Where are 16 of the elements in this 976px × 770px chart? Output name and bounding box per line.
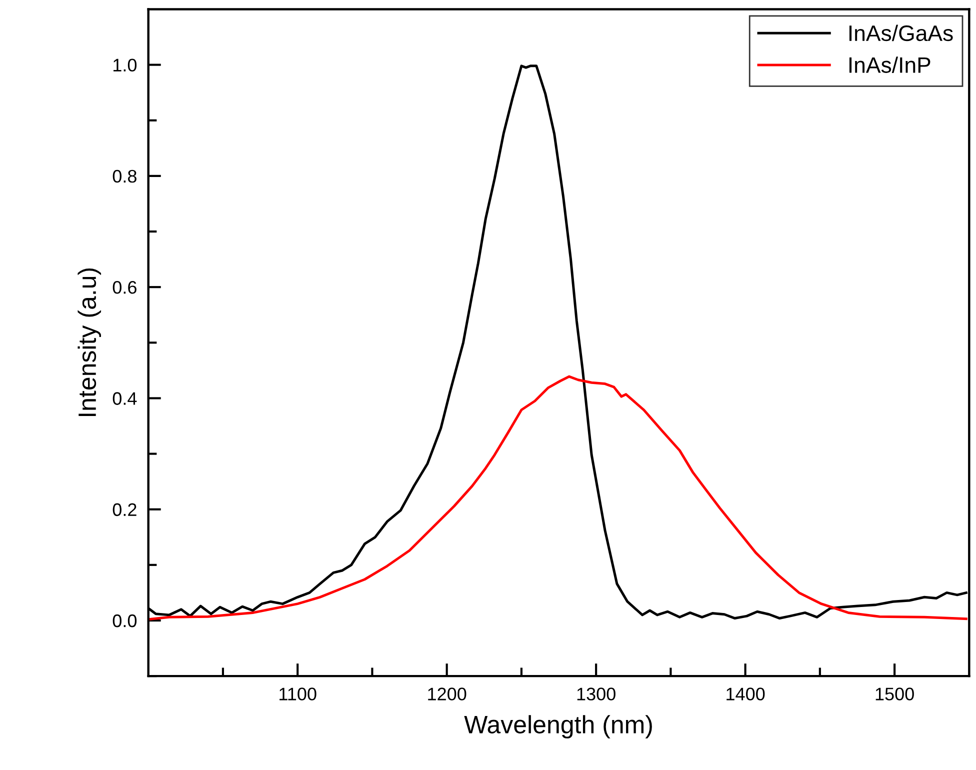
line-series [148,375,968,621]
y-tick-label: 0.2 [112,503,136,516]
x-tick-label: 1200 [428,688,466,700]
x-tick-label: 1500 [876,688,914,700]
y-tick-label: 1.0 [114,58,137,72]
legend-label: InAs/InP [849,56,930,73]
x-tick-label: 1100 [280,688,316,700]
y-tick-label: 0.6 [112,281,136,294]
x-tick-label: 1300 [577,688,616,700]
legend-label: InAs/GaAs [849,24,953,42]
x-axis-title: Wavelength (nm) [464,715,652,738]
y-axis-title: Intensity (a.u) [78,268,102,416]
y-tick-label: 0.0 [112,614,137,628]
y-tick-label: 0.8 [112,170,136,183]
y-tick-label: 0.4 [112,392,137,405]
x-tick-label: 1400 [726,688,765,700]
